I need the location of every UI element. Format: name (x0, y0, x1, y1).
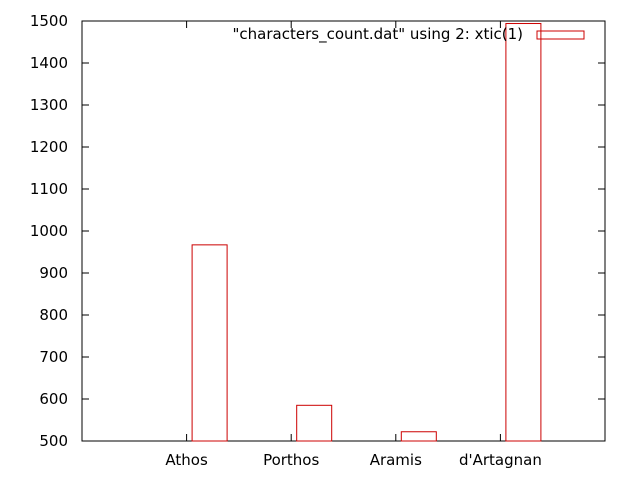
y-tick-label: 900 (39, 264, 68, 282)
y-tick-label: 1000 (30, 222, 68, 240)
y-axis: 500 600 700 800 900 1000 1100 1200 1300 1400 1500 (30, 12, 605, 450)
y-tick-label: 1400 (30, 54, 68, 72)
y-tick-label: 1200 (30, 138, 68, 156)
x-tick-label: Porthos (263, 451, 319, 469)
plot-frame (81, 20, 606, 442)
bar-d-artagnan (505, 23, 542, 442)
y-tick-label: 500 (39, 432, 68, 450)
bar-series (191, 23, 542, 442)
x-tick-label: Aramis (370, 451, 422, 469)
legend-swatch (536, 30, 585, 40)
y-tick-label: 700 (39, 348, 68, 366)
bar-athos (191, 244, 228, 442)
y-tick-label: 600 (39, 390, 68, 408)
y-tick-label: 1500 (30, 12, 68, 30)
x-tick-label: Athos (165, 451, 208, 469)
x-axis: Athos Porthos Aramis d'Artagnan (165, 21, 542, 469)
y-tick-label: 800 (39, 306, 68, 324)
bar-aramis (400, 431, 437, 442)
bar-porthos (296, 404, 333, 442)
legend-label: "characters_count.dat" using 2: xtic(1) (233, 25, 523, 44)
y-tick-label: 1100 (30, 180, 68, 198)
legend: "characters_count.dat" using 2: xtic(1) (233, 25, 585, 44)
x-tick-label: d'Artagnan (459, 451, 542, 469)
y-tick-label: 1300 (30, 96, 68, 114)
